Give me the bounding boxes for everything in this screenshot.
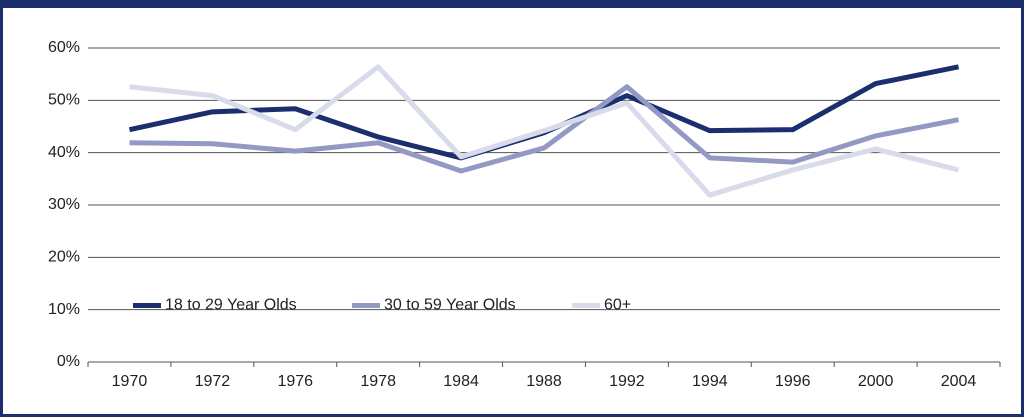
x-tick-label: 1984 <box>443 373 479 390</box>
x-tick-label: 1978 <box>360 373 396 390</box>
y-tick-label: 10% <box>48 301 80 318</box>
x-tick-label: 1992 <box>609 373 645 390</box>
series-line <box>129 64 960 198</box>
y-tick-label: 60% <box>48 39 80 56</box>
x-tick-label: 2004 <box>941 373 977 390</box>
y-tick-label: 30% <box>48 196 80 213</box>
y-tick-label: 20% <box>48 249 80 266</box>
x-tick-label: 2000 <box>858 373 894 390</box>
x-tick-label: 1972 <box>195 373 231 390</box>
x-tick-label: 1988 <box>526 373 562 390</box>
series-line <box>129 84 960 174</box>
legend-label: 60+ <box>604 297 631 314</box>
top-band <box>0 0 1024 8</box>
x-tick-label: 1976 <box>277 373 313 390</box>
y-tick-label: 40% <box>48 144 80 161</box>
legend-label: 30 to 59 Year Olds <box>384 297 516 314</box>
y-tick-label: 50% <box>48 92 80 109</box>
legend-label: 18 to 29 Year Olds <box>165 297 297 314</box>
y-tick-label: 0% <box>57 353 80 370</box>
x-tick-label: 1994 <box>692 373 728 390</box>
x-tick-label: 1970 <box>112 373 148 390</box>
x-tick-label: 1996 <box>775 373 811 390</box>
